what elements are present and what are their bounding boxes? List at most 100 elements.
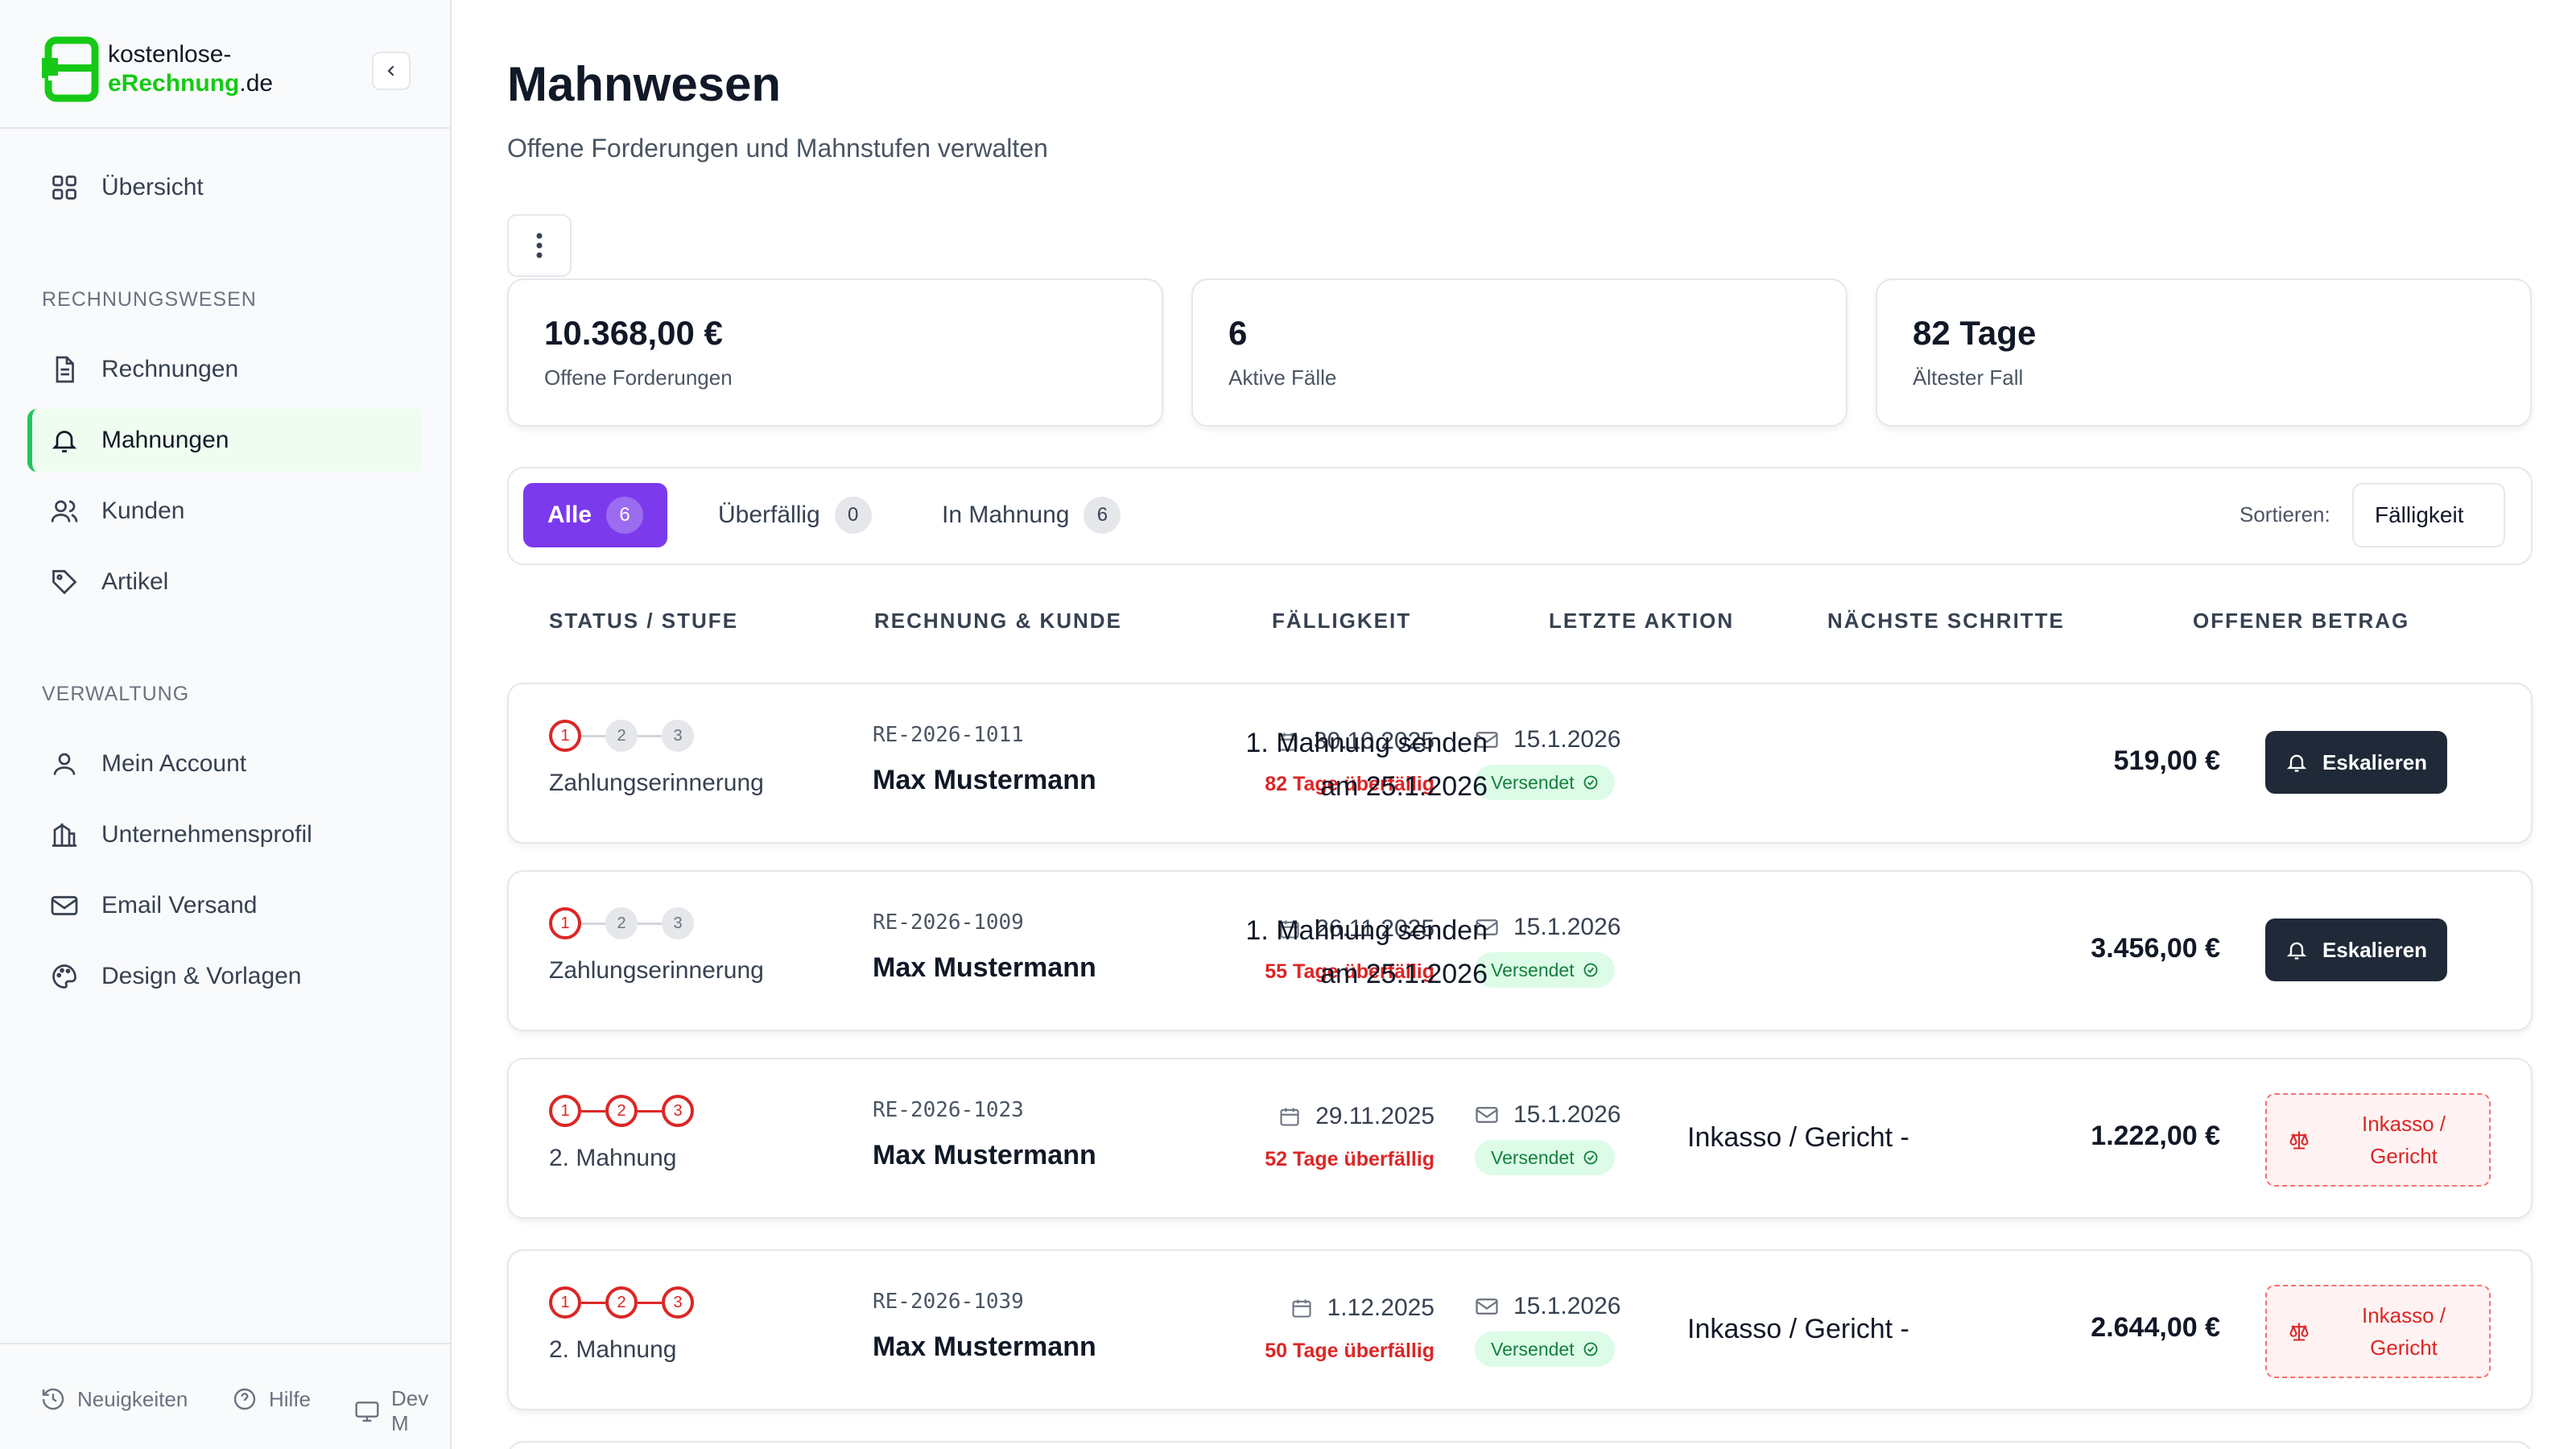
- scale-icon: [2289, 1323, 2309, 1341]
- invoice-number[interactable]: RE-2026-1011: [873, 723, 1024, 747]
- sidebar-footer: Neuigkeiten Hilfe Dev M: [0, 1343, 452, 1449]
- stage-label: 2. Mahnung: [549, 1145, 677, 1171]
- sidebar-item-customers[interactable]: Kunden: [27, 480, 422, 543]
- count-badge: 6: [1084, 497, 1121, 534]
- table-row[interactable]: 1 2 3 2. Mahnung RE-2026-1023 Max Muster…: [507, 1058, 2533, 1219]
- sidebar-item-company-profile[interactable]: Unternehmensprofil: [27, 803, 422, 866]
- dev-mode-label: Dev M: [390, 1386, 429, 1435]
- sidebar-item-account[interactable]: Mein Account: [27, 733, 422, 795]
- sidebar-item-label: Mein Account: [101, 750, 247, 777]
- table-row[interactable]: 1 2 3 2. Mahnung RE-2026-1039 Max Muster…: [507, 1249, 2533, 1410]
- grid-icon: [48, 171, 80, 204]
- stat-label: Offene Forderungen: [544, 365, 733, 390]
- calendar-icon: [1278, 733, 1298, 751]
- document-icon: [48, 353, 80, 386]
- check-circle-icon: [1583, 963, 1598, 977]
- news-label: Neuigkeiten: [77, 1386, 188, 1411]
- tab-label: In Mahnung: [942, 502, 1070, 528]
- sidebar-item-overview[interactable]: Übersicht: [27, 156, 422, 219]
- sidebar-item-design[interactable]: Design & Vorlagen: [27, 945, 422, 1008]
- dev-mode-link[interactable]: Dev M: [354, 1386, 452, 1436]
- collection-court-button[interactable]: Inkasso / Gericht: [2265, 1093, 2491, 1187]
- tab-label: Alle: [547, 502, 592, 528]
- stat-value: 82 Tage: [1913, 314, 2037, 352]
- reminder-stage-indicator: 1 2 3: [549, 1095, 694, 1127]
- nav-section-admin: VERWALTUNG: [42, 683, 190, 705]
- status-badge: Versendet: [1475, 1140, 1615, 1175]
- step-2: 2: [605, 720, 638, 752]
- step-3: 3: [662, 720, 694, 752]
- sidebar-item-label: Artikel: [101, 568, 169, 595]
- check-circle-icon: [1583, 775, 1598, 790]
- step-1: 1: [549, 1286, 581, 1319]
- due-date: 29.11.2025: [1278, 1103, 1435, 1130]
- column-header-invoice: RECHNUNG & KUNDE: [874, 609, 1122, 633]
- step-2: 2: [605, 1286, 638, 1319]
- escalate-button[interactable]: Eskalieren: [2265, 731, 2447, 794]
- invoice-number[interactable]: RE-2026-1009: [873, 910, 1024, 935]
- sidebar-item-label: Kunden: [101, 497, 185, 524]
- table-row[interactable]: 1 2 3 Zahlungserinnerung RE-2026-1009 Ma…: [507, 870, 2533, 1031]
- sidebar-item-articles[interactable]: Artikel: [27, 551, 422, 613]
- mail-icon: [1476, 919, 1498, 935]
- history-icon: [42, 1388, 64, 1410]
- status-badge: Versendet: [1475, 1331, 1615, 1367]
- brand-line1: kostenlose-: [108, 41, 232, 68]
- check-circle-icon: [1583, 1342, 1598, 1356]
- mail-icon: [1476, 1298, 1498, 1315]
- customer-name: Max Mustermann: [873, 952, 1096, 983]
- brand-logo[interactable]: kostenlose- eRechnung.de: [42, 35, 273, 103]
- sidebar-item-invoices[interactable]: Rechnungen: [27, 338, 422, 401]
- sort-select[interactable]: Fälligkeit: [2352, 483, 2505, 547]
- column-header-status: STATUS / STUFE: [549, 609, 739, 633]
- step-1: 1: [549, 907, 581, 939]
- brand-name: eRechnung: [108, 70, 240, 97]
- stat-card-active-cases: 6 Aktive Fälle: [1191, 279, 1847, 427]
- user-icon: [48, 748, 80, 780]
- column-header-due: FÄLLIGKEIT: [1272, 609, 1412, 633]
- open-amount: 3.456,00 €: [2091, 933, 2220, 964]
- sidebar: kostenlose- eRechnung.de Übersicht RECHN…: [0, 0, 452, 1449]
- invoice-number[interactable]: RE-2026-1023: [873, 1098, 1024, 1122]
- step-1: 1: [549, 1095, 581, 1127]
- step-1: 1: [549, 720, 581, 752]
- sidebar-item-email[interactable]: Email Versand: [27, 874, 422, 937]
- table-row[interactable]: 1 2 3 Zahlungserinnerung RE-2026-1011 Ma…: [507, 683, 2533, 844]
- open-amount: 1.222,00 €: [2091, 1121, 2220, 1151]
- overdue-text: 52 Tage überfällig: [1265, 1148, 1435, 1170]
- collection-court-button[interactable]: Inkasso / Gericht: [2265, 1285, 2491, 1378]
- tab-all[interactable]: Alle 6: [523, 483, 668, 547]
- column-header-next-steps: NÄCHSTE SCHRITTE: [1827, 609, 2065, 633]
- step-3: 3: [662, 1286, 694, 1319]
- stat-label: Aktive Fälle: [1228, 365, 1337, 390]
- count-badge: 6: [606, 497, 644, 534]
- bell-icon: [2286, 942, 2307, 960]
- brand-tld: .de: [239, 70, 274, 97]
- column-header-last-action: LETZTE AKTION: [1549, 609, 1735, 633]
- next-step: Inkasso / Gericht -: [1687, 1122, 1909, 1153]
- customer-name: Max Mustermann: [873, 1140, 1096, 1170]
- check-circle-icon: [1583, 1150, 1598, 1165]
- page-subtitle: Offene Forderungen und Mahnstufen verwal…: [507, 134, 1048, 163]
- news-link[interactable]: Neuigkeiten: [40, 1386, 188, 1412]
- table-row[interactable]: [507, 1441, 2533, 1449]
- last-action-date: 15.1.2026: [1475, 914, 1620, 941]
- step-2: 2: [605, 907, 638, 939]
- tab-overdue[interactable]: Überfällig 0: [694, 483, 896, 547]
- collapse-sidebar-button[interactable]: [372, 52, 411, 90]
- escalate-button[interactable]: Eskalieren: [2265, 919, 2447, 981]
- help-link[interactable]: Hilfe: [232, 1386, 311, 1412]
- sidebar-item-reminders[interactable]: Mahnungen: [27, 409, 422, 472]
- step-3: 3: [662, 1095, 694, 1127]
- next-step: Inkasso / Gericht -: [1687, 1314, 1909, 1344]
- help-icon: [233, 1388, 256, 1410]
- stage-label: 2. Mahnung: [549, 1336, 677, 1363]
- mail-icon: [1476, 1107, 1498, 1123]
- stage-label: Zahlungserinnerung: [549, 770, 764, 796]
- sidebar-item-label: Design & Vorlagen: [101, 963, 302, 989]
- stat-card-oldest-case: 82 Tage Ältester Fall: [1876, 279, 2532, 427]
- tab-in-reminder[interactable]: In Mahnung 6: [918, 483, 1145, 547]
- sidebar-item-label: Unternehmensprofil: [101, 821, 312, 848]
- more-options-button[interactable]: [507, 214, 572, 277]
- invoice-number[interactable]: RE-2026-1039: [873, 1290, 1024, 1314]
